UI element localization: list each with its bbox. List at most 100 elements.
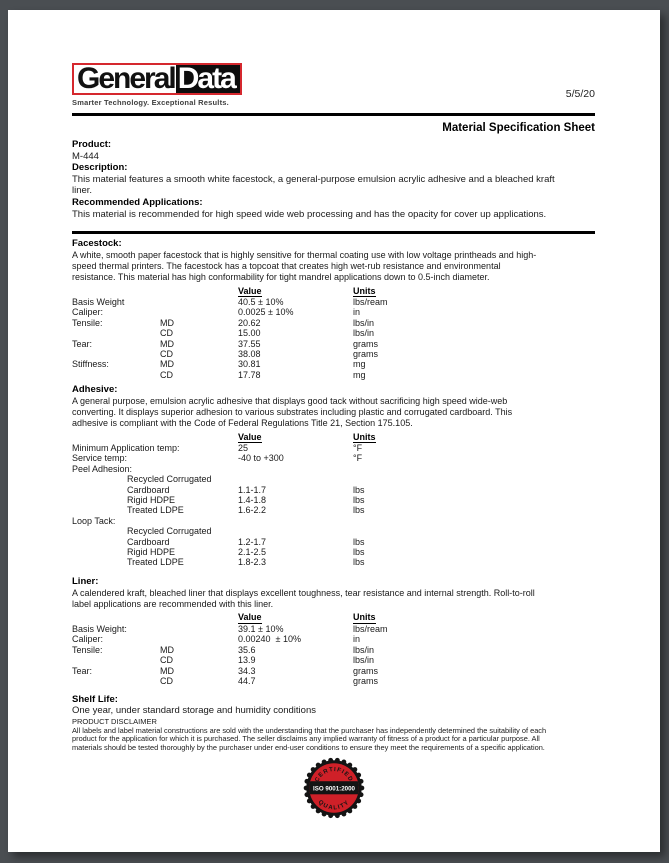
- spec-row-value: 39.1 ± 10%: [238, 623, 284, 634]
- shelf-life-text: One year, under standard storage and hum…: [72, 705, 316, 717]
- spec-row-value: [238, 464, 353, 474]
- spec-row-value: 34.3: [238, 665, 256, 676]
- spec-row-direction: [160, 526, 238, 536]
- facestock-table: Basis Weight 40.5 ± 10% lbs/ream Caliper: 0.…: [72, 297, 595, 380]
- spec-row-label: [72, 328, 160, 338]
- spec-row-units: grams: [353, 348, 379, 359]
- spec-row-label: Loop Tack:: [72, 515, 116, 526]
- spec-row-label: Caliper:: [72, 307, 104, 318]
- spec-row-label: Recycled Corrugated: [127, 474, 212, 485]
- spec-row-label: Caliper:: [72, 634, 104, 645]
- spec-row-value: 1.2-1.7: [238, 536, 267, 547]
- spec-row-units: lbs/in: [353, 655, 375, 666]
- spec-row-value: [238, 474, 353, 484]
- spec-table-row: Treated LDPE 1.6-2.2 lbs: [72, 505, 595, 515]
- spec-table-row: Rigid HDPE 2.1-2.5 lbs: [72, 547, 595, 557]
- spec-row-value: [238, 526, 353, 536]
- spec-row-units: lbs: [353, 495, 365, 506]
- spec-row-label: Tear:: [72, 665, 93, 676]
- header-divider: [72, 113, 595, 116]
- spec-row-label: Cardboard: [127, 536, 170, 547]
- spec-row-units: grams: [353, 675, 379, 686]
- spec-row-value: 1.6-2.2: [238, 505, 267, 516]
- spec-row-label: Cardboard: [127, 484, 170, 495]
- spec-row-direction: MD: [160, 317, 174, 328]
- spec-row-units: mg: [353, 369, 366, 380]
- spec-row-direction: [160, 547, 238, 557]
- spec-row-direction: CD: [160, 328, 173, 339]
- spec-row-direction: [160, 307, 238, 317]
- value-column-header: Value: [238, 285, 262, 297]
- document-title: Material Specification Sheet: [442, 122, 595, 134]
- spec-table-row: Service temp: -40 to +300 °F: [72, 453, 595, 463]
- disclaimer-heading: PRODUCT DISCLAIMER: [72, 717, 157, 727]
- spec-table-row: Caliper: 0.00240 ± 10% in: [72, 634, 595, 644]
- section-divider: [72, 231, 595, 235]
- page-content: General Data Smarter Technology. Exceptio…: [72, 10, 595, 819]
- facestock-heading: Facestock:: [72, 238, 122, 250]
- spec-table-row: Peel Adhesion:: [72, 464, 595, 474]
- spec-row-direction: MD: [160, 665, 174, 676]
- spec-row-label: Treated LDPE: [127, 557, 184, 568]
- spec-table-row: Recycled Corrugated: [72, 526, 595, 536]
- spec-row-label: Recycled Corrugated: [127, 526, 212, 537]
- spec-table-row: Basis Weight: 39.1 ± 10% lbs/ream: [72, 624, 595, 634]
- spec-table-row: Basis Weight 40.5 ± 10% lbs/ream: [72, 297, 595, 307]
- spec-row-direction: [160, 485, 238, 495]
- spec-row-units: mg: [353, 359, 366, 370]
- spec-table-row: Cardboard 1.2-1.7 lbs: [72, 537, 595, 547]
- spec-row-units: in: [353, 634, 361, 645]
- spec-row-value: 35.6: [238, 644, 256, 655]
- spec-row-direction: [160, 464, 238, 474]
- liner-table: Basis Weight: 39.1 ± 10% lbs/ream Caliper: 0…: [72, 624, 595, 686]
- spec-row-direction: [160, 516, 238, 526]
- spec-row-units: lbs/ream: [353, 623, 388, 634]
- spec-row-units: lbs/in: [353, 644, 375, 655]
- spec-row-direction: [160, 495, 238, 505]
- document-date: 5/5/20: [565, 88, 595, 100]
- spec-row-value: 20.62: [238, 317, 261, 328]
- spec-row-units: in: [353, 307, 361, 318]
- spec-row-label: Peel Adhesion:: [72, 463, 133, 474]
- liner-table-header: Value Units: [72, 612, 595, 624]
- spec-row-direction: CD: [160, 675, 173, 686]
- spec-row-value: 13.9: [238, 655, 256, 666]
- shelf-life-heading: Shelf Life:: [72, 694, 118, 706]
- general-data-logo: General Data: [72, 63, 242, 95]
- spec-row-units: lbs/ream: [353, 296, 388, 307]
- facestock-description: A white, smooth paper facestock that is …: [72, 250, 537, 282]
- spec-row-units: [353, 516, 595, 526]
- spec-row-value: 30.81: [238, 359, 261, 370]
- logo-tagline: Smarter Technology. Exceptional Results.: [72, 98, 229, 107]
- spec-row-units: °F: [353, 453, 363, 464]
- spec-row-direction: [160, 634, 238, 644]
- description-label: Description:: [72, 162, 128, 174]
- liner-description: A calendered kraft, bleached liner that …: [72, 587, 535, 609]
- spec-row-value: 40.5 ± 10%: [238, 296, 284, 307]
- logo-text-data: Data: [175, 64, 240, 94]
- spec-row-units: lbs: [353, 484, 365, 495]
- section-liner: Liner: A calendered kraft, bleached line…: [72, 576, 595, 686]
- spec-row-label: Tensile:: [72, 644, 103, 655]
- spec-row-units: [353, 474, 595, 484]
- spec-table-row: Tensile: MD 35.6 lbs/in: [72, 645, 595, 655]
- spec-row-value: [238, 516, 353, 526]
- spec-row-value: 1.8-2.3: [238, 557, 267, 568]
- spec-row-value: 1.1-1.7: [238, 484, 267, 495]
- disclaimer-text: All labels and label material constructi…: [72, 725, 547, 752]
- spec-table-row: Rigid HDPE 1.4-1.8 lbs: [72, 495, 595, 505]
- logo-wordmark: General Data: [74, 64, 240, 94]
- spec-row-label: [72, 370, 160, 380]
- spec-row-units: °F: [353, 443, 363, 453]
- spec-row-direction: CD: [160, 348, 173, 359]
- spec-row-value: -40 to +300: [238, 453, 284, 464]
- spec-row-value: 17.78: [238, 369, 261, 380]
- spec-row-value: 25: [238, 443, 249, 453]
- spec-table-row: Tensile: MD 20.62 lbs/in: [72, 318, 595, 328]
- spec-table-row: Stiffness: MD 30.81 mg: [72, 359, 595, 369]
- spec-row-value: 0.00240 ± 10%: [238, 634, 301, 645]
- spec-row-direction: [160, 297, 238, 307]
- spec-row-label: Treated LDPE: [127, 505, 184, 516]
- spec-table-row: Cardboard 1.1-1.7 lbs: [72, 485, 595, 495]
- value-column-header: Value: [238, 431, 262, 443]
